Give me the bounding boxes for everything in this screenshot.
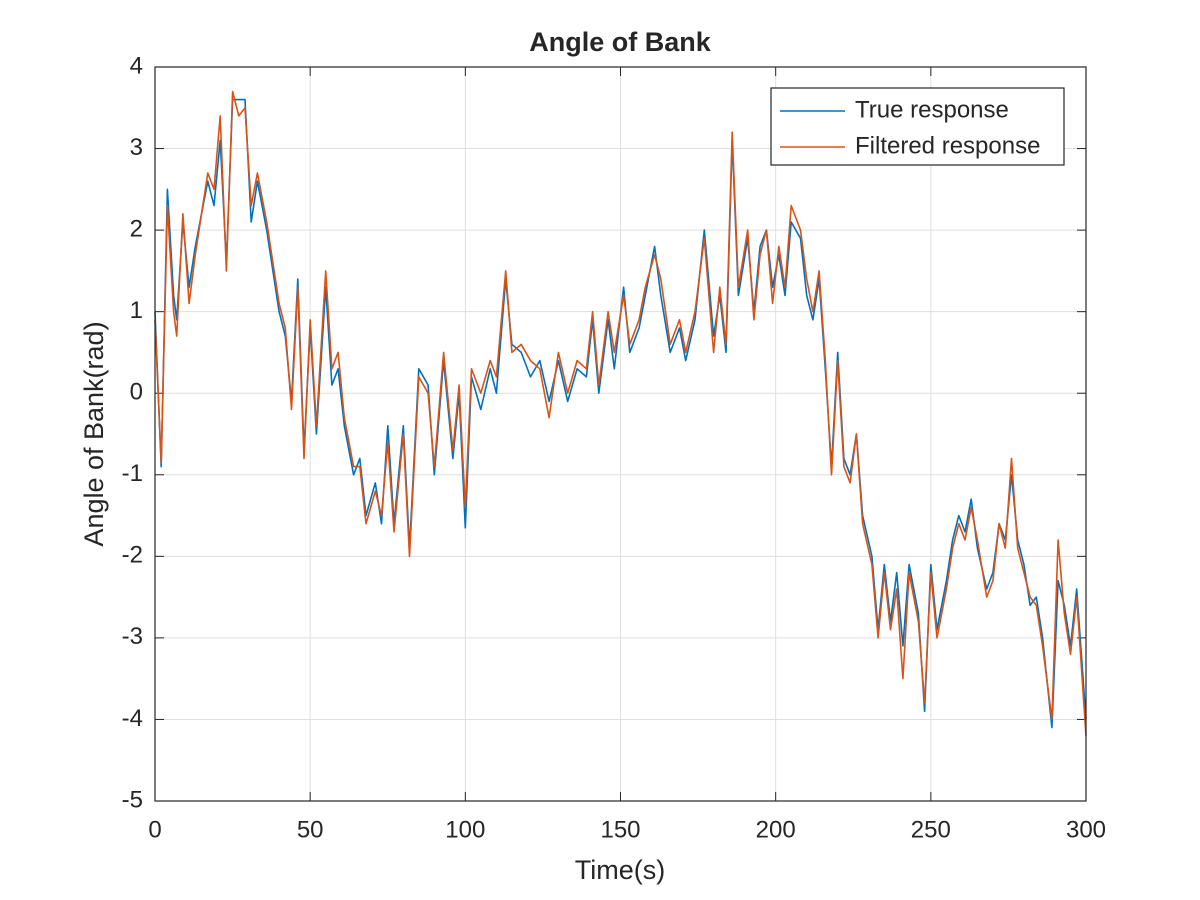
x-tick-label: 0 [148, 816, 161, 843]
y-tick-label: 2 [130, 215, 143, 242]
y-tick-label: 1 [130, 297, 143, 324]
y-tick-label: -2 [122, 542, 143, 569]
y-tick-label: 0 [130, 379, 143, 406]
legend: True response Filtered response [770, 87, 1065, 166]
y-tick-label: 3 [130, 134, 143, 161]
y-tick-label: -5 [122, 786, 143, 813]
x-axis-label: Time(s) [575, 855, 665, 885]
x-tick-label: 300 [1066, 816, 1106, 843]
x-tick-label: 200 [756, 816, 796, 843]
axes-box [154, 66, 1087, 802]
y-axis-label: Angle of Bank(rad) [79, 321, 109, 546]
y-tick-label: -1 [122, 460, 143, 487]
x-tick-label: 50 [297, 816, 324, 843]
y-tick-label: -3 [122, 623, 143, 650]
chart-title: Angle of Bank [529, 27, 711, 57]
x-tick-label: 150 [600, 816, 640, 843]
legend-label: True response [855, 96, 1009, 123]
y-tick-label: -4 [122, 705, 143, 732]
x-tick-label: 250 [911, 816, 951, 843]
legend-label: Filtered response [855, 132, 1040, 159]
y-tick-label: 4 [130, 52, 143, 79]
series-line [154, 90, 1087, 736]
x-tick-label: 100 [445, 816, 485, 843]
legend-box [770, 87, 1065, 166]
